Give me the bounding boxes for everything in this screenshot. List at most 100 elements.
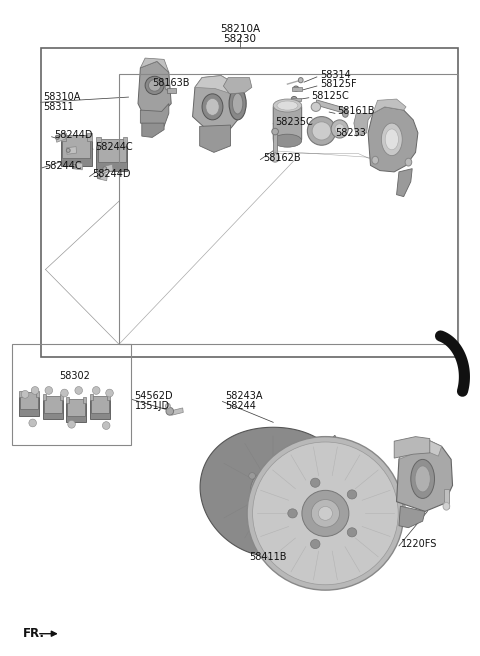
- Polygon shape: [142, 123, 164, 137]
- Ellipse shape: [296, 487, 302, 494]
- Text: 58243A: 58243A: [225, 391, 262, 401]
- Bar: [291, 98, 301, 101]
- Polygon shape: [20, 392, 38, 409]
- Polygon shape: [44, 396, 61, 413]
- Ellipse shape: [249, 472, 255, 479]
- Text: 58210A: 58210A: [220, 24, 260, 34]
- Text: 58125F: 58125F: [320, 79, 356, 89]
- Ellipse shape: [249, 502, 255, 508]
- Polygon shape: [200, 125, 230, 152]
- Text: 1351JD: 1351JD: [135, 401, 170, 411]
- Ellipse shape: [247, 437, 404, 590]
- Ellipse shape: [75, 386, 83, 394]
- Ellipse shape: [335, 124, 344, 134]
- Ellipse shape: [312, 122, 331, 140]
- Ellipse shape: [29, 419, 36, 427]
- Ellipse shape: [93, 386, 100, 394]
- Polygon shape: [192, 75, 240, 132]
- Polygon shape: [140, 58, 169, 72]
- Polygon shape: [84, 397, 86, 403]
- Bar: [97, 172, 108, 181]
- Ellipse shape: [252, 442, 398, 584]
- Ellipse shape: [291, 96, 297, 102]
- Bar: [292, 87, 301, 91]
- Text: 58244D: 58244D: [54, 130, 93, 140]
- Ellipse shape: [273, 99, 301, 112]
- Text: 58411B: 58411B: [250, 552, 287, 562]
- Ellipse shape: [258, 476, 288, 505]
- Ellipse shape: [342, 111, 348, 117]
- Polygon shape: [396, 439, 453, 512]
- Polygon shape: [354, 113, 373, 136]
- Ellipse shape: [251, 468, 296, 513]
- Text: 58311: 58311: [43, 102, 74, 112]
- Polygon shape: [107, 394, 110, 400]
- Text: 58163B: 58163B: [153, 78, 190, 88]
- Text: 58244C: 58244C: [96, 142, 133, 152]
- Bar: [168, 88, 176, 92]
- Ellipse shape: [311, 539, 320, 548]
- Polygon shape: [373, 99, 406, 113]
- Text: 54562D: 54562D: [135, 391, 173, 401]
- Polygon shape: [318, 436, 342, 464]
- Polygon shape: [123, 137, 127, 146]
- Polygon shape: [140, 104, 169, 127]
- Bar: [444, 489, 449, 508]
- Ellipse shape: [206, 98, 219, 115]
- Ellipse shape: [271, 153, 279, 162]
- Text: 58162B: 58162B: [263, 153, 300, 163]
- Text: 58235C: 58235C: [276, 117, 313, 127]
- Text: FR.: FR.: [23, 627, 45, 640]
- Text: 58161B: 58161B: [337, 106, 375, 116]
- Polygon shape: [403, 504, 405, 523]
- Ellipse shape: [347, 528, 357, 537]
- Ellipse shape: [331, 120, 348, 138]
- Ellipse shape: [145, 76, 164, 94]
- Ellipse shape: [385, 129, 398, 150]
- Polygon shape: [309, 526, 329, 546]
- Ellipse shape: [232, 93, 243, 114]
- Ellipse shape: [273, 134, 301, 147]
- Text: 58310A: 58310A: [43, 92, 81, 102]
- Ellipse shape: [312, 500, 339, 527]
- Ellipse shape: [272, 129, 278, 135]
- Polygon shape: [399, 506, 425, 527]
- Ellipse shape: [288, 509, 297, 518]
- Ellipse shape: [72, 164, 76, 168]
- Polygon shape: [368, 107, 418, 172]
- Ellipse shape: [21, 390, 29, 398]
- Ellipse shape: [68, 420, 75, 428]
- Text: 58244C: 58244C: [44, 161, 82, 171]
- Text: 58244: 58244: [225, 401, 256, 411]
- Polygon shape: [36, 391, 39, 397]
- Ellipse shape: [411, 459, 434, 499]
- Bar: [73, 162, 83, 170]
- Polygon shape: [90, 400, 110, 419]
- Bar: [41, 49, 458, 358]
- Text: 58230: 58230: [224, 33, 256, 43]
- Polygon shape: [273, 102, 301, 144]
- Bar: [171, 408, 183, 415]
- Polygon shape: [195, 75, 235, 94]
- Ellipse shape: [311, 102, 321, 112]
- Ellipse shape: [102, 422, 110, 430]
- Ellipse shape: [277, 101, 298, 110]
- Ellipse shape: [405, 158, 412, 166]
- Ellipse shape: [229, 87, 246, 120]
- Polygon shape: [66, 403, 86, 422]
- Text: 58314: 58314: [320, 70, 350, 80]
- Polygon shape: [61, 141, 92, 167]
- Ellipse shape: [103, 167, 107, 171]
- Ellipse shape: [347, 490, 357, 499]
- Ellipse shape: [165, 85, 170, 90]
- Polygon shape: [394, 437, 430, 458]
- Polygon shape: [138, 61, 171, 113]
- Polygon shape: [399, 439, 442, 459]
- Ellipse shape: [311, 478, 320, 487]
- Bar: [273, 132, 277, 157]
- Text: 58244D: 58244D: [92, 169, 131, 180]
- Ellipse shape: [307, 117, 336, 145]
- Polygon shape: [96, 146, 127, 171]
- Text: 58302: 58302: [59, 371, 90, 381]
- Ellipse shape: [293, 86, 299, 91]
